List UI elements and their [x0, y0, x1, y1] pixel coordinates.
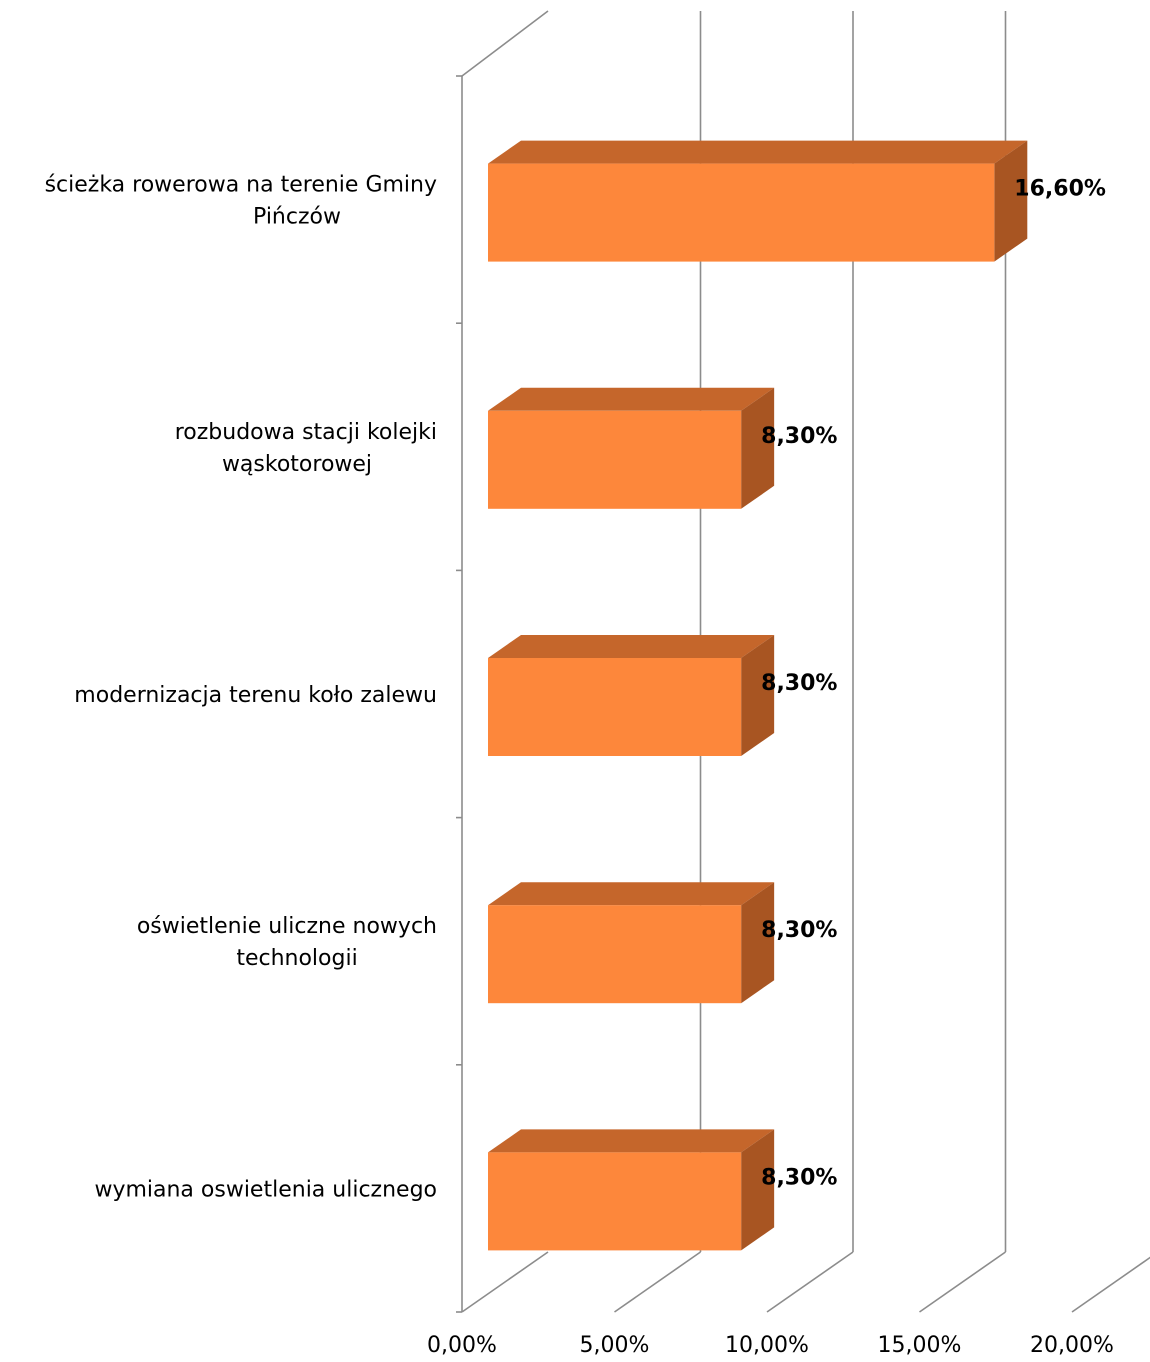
category-label-line: technologii: [236, 946, 357, 971]
x-tick-label: 10,00%: [725, 1333, 809, 1358]
category-label: oświetlenie uliczne nowych technologii: [137, 914, 437, 971]
data-label: 16,60%: [1014, 177, 1106, 202]
category-label: ścieżka rowerowa na terenie Gminy Pińczów: [45, 173, 437, 230]
x-tick-label: 15,00%: [878, 1333, 962, 1358]
bar-top-face: [488, 882, 775, 906]
bar-2: [488, 635, 775, 756]
bar-0: [488, 140, 1028, 262]
bar-top-face: [488, 1129, 775, 1153]
bar-top-face: [488, 635, 775, 658]
category-label: rozbudowa stacji kolejki wąskotorowej: [175, 420, 437, 477]
bar-front-face: [488, 163, 995, 262]
bar-top-face: [488, 140, 1028, 164]
bar-side-face: [741, 635, 775, 756]
floor-gridline: [919, 1251, 1006, 1313]
bar-3: [488, 882, 775, 1004]
floor-gridline: [1071, 1256, 1150, 1313]
bar-side-face: [741, 1129, 775, 1251]
floor-depth-line: [461, 1251, 549, 1313]
category-label-line: modernizacja terenu koło zalewu: [74, 683, 437, 708]
category-label-line: Pińczów: [253, 205, 341, 230]
chart-labels: 0,00% 5,00% 10,00% 15,00% 20,00% 16,60% ścieżk…: [45, 173, 1114, 1358]
bar-front-face: [488, 905, 742, 1004]
x-tick-label: 20,00%: [1030, 1333, 1114, 1358]
category-label-line: rozbudowa stacji kolejki: [175, 420, 437, 445]
bar-front-face: [488, 410, 742, 509]
wall-depth-line: [461, 10, 549, 77]
data-label: 8,30%: [761, 671, 837, 696]
bar-front-face: [488, 1152, 742, 1251]
data-label: 8,30%: [761, 424, 837, 449]
chart-bars: [488, 140, 1028, 1251]
bar-side-face: [994, 140, 1028, 262]
bar-4: [488, 1129, 775, 1251]
category-label-line: oświetlenie uliczne nowych: [137, 914, 437, 939]
category-label: modernizacja terenu koło zalewu: [74, 683, 437, 708]
category-label: wymiana oswietlenia ulicznego: [94, 1177, 437, 1202]
category-label-line: wymiana oswietlenia ulicznego: [94, 1177, 437, 1202]
bar-side-face: [741, 387, 775, 509]
data-label: 8,30%: [761, 1165, 837, 1190]
bar-1: [488, 387, 775, 509]
bar-front-face: [488, 658, 742, 756]
floor-gridline: [614, 1251, 701, 1313]
floor-gridline: [766, 1251, 854, 1313]
x-tick-label: 0,00%: [427, 1333, 497, 1358]
x-tick-label: 5,00%: [580, 1333, 650, 1358]
category-label-line: ścieżka rowerowa na terenie Gminy: [45, 173, 437, 198]
bar-side-face: [741, 882, 775, 1004]
data-label: 8,30%: [761, 918, 837, 943]
bar-top-face: [488, 387, 775, 411]
category-label-line: wąskotorowej: [222, 452, 372, 477]
